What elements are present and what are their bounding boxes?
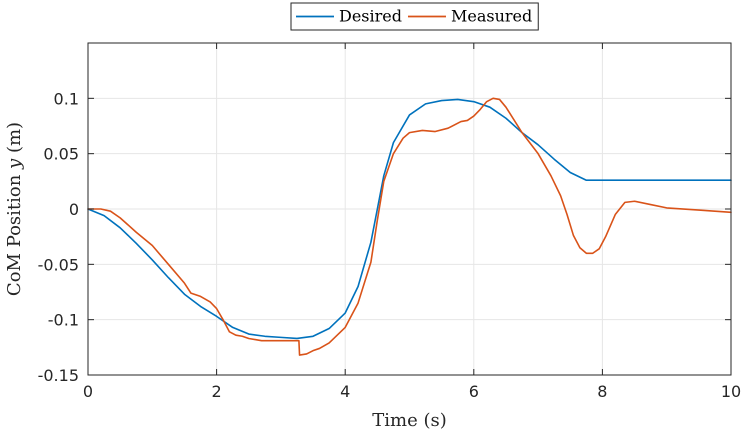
y-tick-labels: -0.15 -0.1 -0.05 0 0.05 0.1 (38, 89, 79, 385)
series-group (87, 97, 732, 356)
x-tick-label: 10 (721, 382, 741, 401)
x-tick-label: 8 (597, 382, 607, 401)
series-line-desired (87, 98, 732, 340)
y-axis-label-suffix: (m) (4, 122, 25, 159)
y-tick-label: -0.1 (48, 311, 79, 330)
legend-label-measured: Measured (451, 7, 532, 26)
y-tick-label: 0.1 (54, 89, 79, 108)
series-line-measured (87, 97, 732, 356)
x-tick-label: 2 (212, 382, 222, 401)
x-tick-labels: 0 2 4 6 8 10 (83, 382, 741, 401)
x-tick-label: 6 (469, 382, 479, 401)
grid (88, 43, 731, 375)
legend-label-desired: Desired (339, 7, 402, 26)
y-axis-label: CoM Position y (m) (4, 122, 25, 296)
y-tick-label: -0.05 (38, 255, 79, 274)
y-axis-label-prefix: CoM Position (4, 169, 25, 296)
legend: Desired Measured (290, 2, 539, 31)
y-tick-label: 0 (69, 200, 79, 219)
x-tick-label: 4 (340, 382, 350, 401)
y-tick-label: 0.05 (43, 145, 79, 164)
x-axis-label: Time (s) (372, 410, 447, 431)
ticks (87, 43, 732, 376)
y-axis-label-variable: y (4, 158, 25, 170)
x-tick-label: 0 (83, 382, 93, 401)
y-tick-label: -0.15 (38, 366, 79, 385)
